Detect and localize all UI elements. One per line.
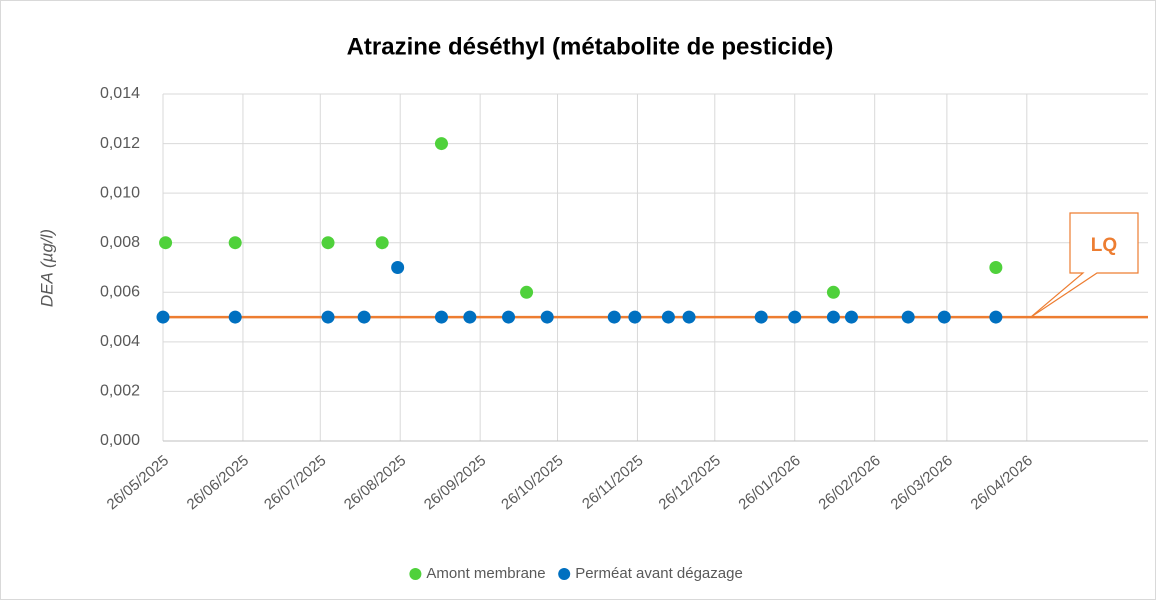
data-point [989, 310, 1003, 324]
y-tick-label: 0,012 [100, 135, 140, 152]
data-point [159, 236, 173, 250]
data-point [321, 310, 335, 324]
data-point [754, 310, 768, 324]
callout-label: LQ [1091, 235, 1117, 256]
chart-title: Atrazine déséthyl (métabolite de pestici… [347, 33, 834, 60]
y-tick-label: 0,010 [100, 184, 140, 201]
data-point [434, 137, 448, 151]
y-tick-label: 0,008 [100, 234, 140, 251]
data-point [937, 310, 951, 324]
y-tick-label: 0,000 [100, 432, 140, 449]
data-point [540, 310, 554, 324]
data-point [463, 310, 477, 324]
data-point [788, 310, 802, 324]
data-point [989, 261, 1003, 274]
data-point [661, 310, 675, 324]
data-point [156, 310, 170, 324]
data-point [682, 310, 696, 324]
data-point [607, 310, 621, 324]
data-point [391, 261, 405, 274]
data-point [502, 310, 516, 324]
callout-box [1030, 212, 1139, 318]
legend-marker [409, 568, 422, 580]
legend-label: Amont membrane [426, 565, 545, 582]
data-point [826, 310, 840, 324]
data-point [844, 310, 858, 324]
y-tick-label: 0,004 [100, 333, 140, 350]
data-point [321, 236, 335, 250]
data-point [826, 285, 840, 299]
data-point [628, 310, 642, 324]
legend-label: Perméat avant dégazage [575, 565, 743, 582]
legend-marker [558, 568, 571, 580]
data-point [228, 236, 242, 250]
data-point [357, 310, 371, 324]
y-axis-label: DEA (µg/l) [37, 229, 56, 307]
data-point [901, 310, 915, 324]
data-point [375, 236, 389, 250]
y-tick-label: 0,014 [100, 85, 140, 102]
data-point [228, 310, 242, 324]
data-point [434, 310, 448, 324]
y-tick-label: 0,002 [100, 383, 140, 400]
data-point [520, 285, 534, 299]
y-tick-label: 0,006 [100, 284, 140, 301]
